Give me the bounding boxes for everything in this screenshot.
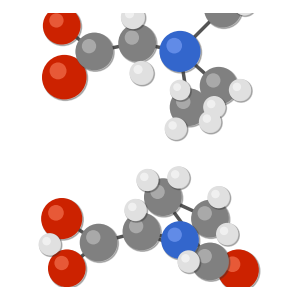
Circle shape bbox=[204, 0, 242, 27]
Circle shape bbox=[177, 250, 200, 273]
Circle shape bbox=[168, 121, 177, 130]
Circle shape bbox=[42, 55, 87, 99]
Circle shape bbox=[218, 249, 259, 291]
Circle shape bbox=[42, 199, 83, 240]
Circle shape bbox=[199, 111, 221, 133]
Circle shape bbox=[124, 199, 147, 221]
Circle shape bbox=[229, 79, 251, 101]
Circle shape bbox=[50, 62, 67, 80]
Circle shape bbox=[173, 83, 181, 91]
Circle shape bbox=[82, 39, 96, 53]
Circle shape bbox=[129, 61, 153, 85]
Circle shape bbox=[192, 244, 230, 281]
Circle shape bbox=[136, 169, 159, 191]
Circle shape bbox=[134, 65, 142, 74]
Circle shape bbox=[124, 214, 161, 251]
Circle shape bbox=[204, 97, 226, 119]
Circle shape bbox=[220, 226, 228, 235]
Circle shape bbox=[200, 112, 222, 134]
Circle shape bbox=[165, 117, 187, 140]
Circle shape bbox=[191, 200, 229, 237]
Circle shape bbox=[234, 0, 256, 16]
Circle shape bbox=[202, 114, 211, 123]
Circle shape bbox=[119, 25, 157, 63]
Circle shape bbox=[161, 221, 199, 259]
Circle shape bbox=[203, 96, 225, 118]
Circle shape bbox=[125, 200, 148, 222]
Circle shape bbox=[118, 24, 156, 62]
Circle shape bbox=[237, 0, 245, 5]
Circle shape bbox=[170, 88, 207, 126]
Circle shape bbox=[43, 7, 81, 45]
Circle shape bbox=[206, 73, 220, 88]
Circle shape bbox=[130, 62, 154, 86]
Circle shape bbox=[207, 186, 230, 208]
Circle shape bbox=[129, 219, 143, 233]
Circle shape bbox=[167, 166, 189, 189]
Circle shape bbox=[123, 213, 160, 250]
Circle shape bbox=[170, 80, 190, 100]
Circle shape bbox=[144, 178, 182, 216]
Circle shape bbox=[162, 222, 200, 260]
Circle shape bbox=[159, 31, 201, 72]
Circle shape bbox=[39, 233, 61, 255]
Circle shape bbox=[86, 230, 100, 244]
Circle shape bbox=[54, 256, 69, 270]
Circle shape bbox=[41, 198, 82, 239]
Circle shape bbox=[49, 250, 87, 288]
Circle shape bbox=[42, 237, 51, 245]
Circle shape bbox=[48, 205, 64, 220]
Circle shape bbox=[181, 254, 190, 262]
Circle shape bbox=[140, 172, 148, 181]
Circle shape bbox=[121, 5, 145, 29]
Circle shape bbox=[166, 118, 188, 141]
Circle shape bbox=[232, 82, 241, 91]
Circle shape bbox=[43, 56, 88, 100]
Circle shape bbox=[198, 249, 212, 263]
Circle shape bbox=[168, 228, 182, 242]
Circle shape bbox=[219, 250, 260, 292]
Circle shape bbox=[225, 256, 240, 272]
Circle shape bbox=[233, 0, 255, 15]
Circle shape bbox=[171, 89, 208, 127]
Circle shape bbox=[76, 34, 114, 71]
Circle shape bbox=[145, 179, 183, 217]
Circle shape bbox=[168, 167, 190, 190]
Circle shape bbox=[160, 32, 202, 73]
Circle shape bbox=[210, 0, 225, 11]
Circle shape bbox=[216, 223, 238, 245]
Circle shape bbox=[192, 201, 230, 238]
Circle shape bbox=[201, 68, 238, 106]
Circle shape bbox=[211, 190, 220, 198]
Circle shape bbox=[75, 33, 113, 70]
Circle shape bbox=[171, 170, 179, 178]
Circle shape bbox=[125, 9, 134, 18]
Circle shape bbox=[230, 80, 252, 102]
Circle shape bbox=[217, 224, 239, 246]
Circle shape bbox=[125, 30, 139, 45]
Circle shape bbox=[178, 251, 201, 274]
Circle shape bbox=[167, 38, 182, 53]
Circle shape bbox=[49, 13, 64, 28]
Circle shape bbox=[200, 67, 237, 105]
Circle shape bbox=[81, 225, 118, 262]
Circle shape bbox=[137, 170, 160, 192]
Circle shape bbox=[122, 6, 146, 30]
Circle shape bbox=[207, 100, 215, 108]
Circle shape bbox=[40, 234, 62, 256]
Circle shape bbox=[176, 95, 190, 109]
Circle shape bbox=[208, 187, 231, 209]
Circle shape bbox=[128, 202, 136, 211]
Circle shape bbox=[44, 8, 82, 46]
Circle shape bbox=[191, 243, 229, 280]
Circle shape bbox=[48, 249, 86, 287]
Circle shape bbox=[198, 206, 212, 220]
Circle shape bbox=[80, 224, 117, 261]
Circle shape bbox=[205, 0, 243, 28]
Circle shape bbox=[171, 81, 191, 101]
Circle shape bbox=[150, 185, 165, 199]
